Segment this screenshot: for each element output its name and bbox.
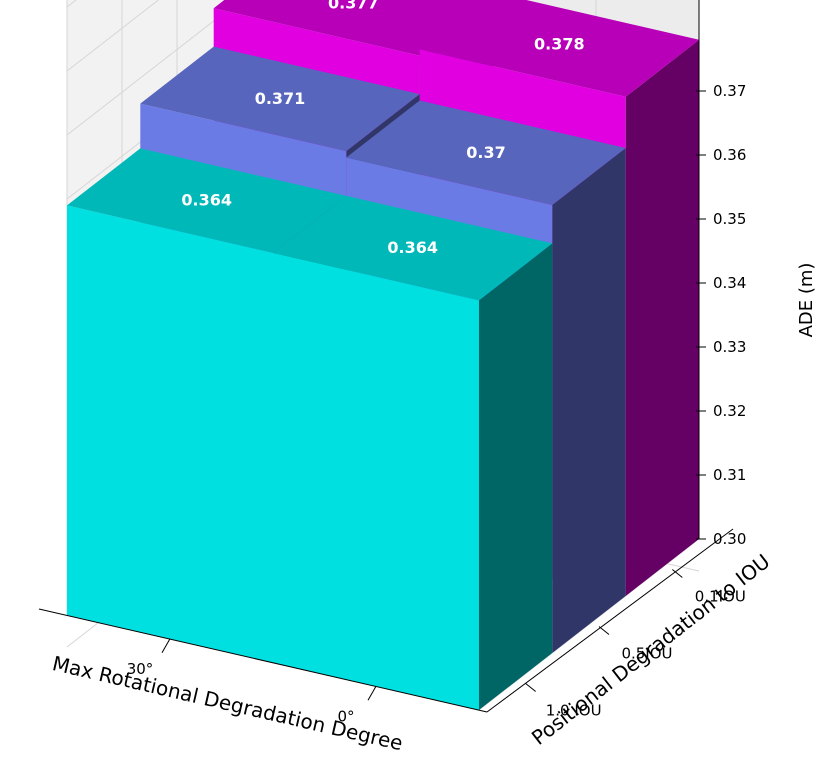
- bar-top-face: [213, 0, 492, 56]
- data-label: 0.371: [255, 89, 306, 108]
- data-labels-layer: 0.377 0.378 0.371 0.37 0.364 0.364: [181, 0, 584, 257]
- z-tick-label: 0.32: [713, 402, 746, 420]
- y-tick: [598, 626, 610, 635]
- bar-top-face: [140, 46, 420, 152]
- bar-top-face: [346, 100, 626, 205]
- y-tick-label: 0.1IOU: [695, 588, 746, 606]
- y-axis-line: [486, 528, 734, 713]
- y-tick-label: 1.0 IOU: [546, 702, 602, 720]
- data-label: 0.378: [534, 35, 585, 54]
- y-tick-label: 0.5IOU: [621, 645, 672, 663]
- bar-front-face: [273, 252, 479, 710]
- z-tick-label: 0.35: [713, 210, 746, 228]
- x-tick-label: 30°: [127, 660, 154, 678]
- x-axis-line: [38, 608, 488, 713]
- z-tick-label: 0.33: [713, 338, 746, 356]
- bar-side-face: [552, 148, 626, 653]
- gridline-9: [66, 0, 160, 72]
- bar-0deg-1.0IOU: [273, 195, 553, 710]
- data-label: 0.364: [181, 191, 232, 210]
- bar-top-face: [67, 148, 347, 253]
- z-tick-label: 0.34: [713, 274, 746, 292]
- bar-side-face: [479, 243, 553, 710]
- x-tick: [161, 638, 171, 653]
- bar-top-face: [273, 195, 553, 301]
- x-tick-label: 0°: [337, 707, 354, 725]
- z-tick-label: 0.30: [713, 530, 746, 548]
- data-label: 0.364: [387, 238, 438, 257]
- data-label: 0.377: [328, 0, 379, 12]
- z-tick-label: 0.31: [713, 466, 746, 484]
- y-tick: [525, 683, 536, 692]
- bar-front-face: [67, 205, 273, 663]
- bars-layer: [67, 0, 699, 710]
- bar-top-face: [419, 0, 699, 97]
- z-tick-label: 0.37: [713, 82, 746, 100]
- z-axis-title: ADE (m): [796, 263, 817, 338]
- x-tick: [367, 686, 377, 701]
- y-tick: [672, 569, 683, 578]
- bar-side-face: [625, 39, 699, 597]
- z-tick-label: 0.36: [713, 146, 746, 164]
- data-label: 0.37: [466, 143, 505, 162]
